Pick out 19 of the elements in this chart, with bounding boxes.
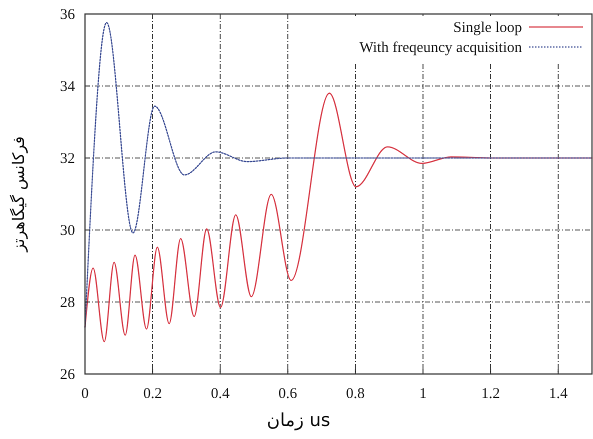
x-tick-label: 0.6 <box>278 386 298 402</box>
x-tick-label: 1 <box>419 386 427 402</box>
y-tick-label: 34 <box>60 79 76 95</box>
y-tick-label: 30 <box>60 223 75 239</box>
x-tick-label: 1.2 <box>481 386 500 402</box>
y-tick-label: 32 <box>60 151 75 167</box>
x-tick-label: 0.8 <box>346 386 365 402</box>
y-tick-label: 36 <box>60 7 76 23</box>
x-tick-label: 0.2 <box>143 386 162 402</box>
x-tick-label: 0.4 <box>210 386 230 402</box>
y-tick-label: 26 <box>60 367 76 383</box>
y-axis-title: فرکانس گیگاهرتز <box>9 136 28 253</box>
x-tick-label: 1.4 <box>548 386 568 402</box>
y-tick-label: 28 <box>60 295 75 311</box>
x-axis-title: زمان us <box>266 410 330 431</box>
line-series <box>84 92 593 342</box>
legend-label: With freqeuncy acquisition <box>359 40 522 56</box>
legend-label: Single loop <box>453 20 522 36</box>
x-tick-label: 0 <box>81 386 89 402</box>
